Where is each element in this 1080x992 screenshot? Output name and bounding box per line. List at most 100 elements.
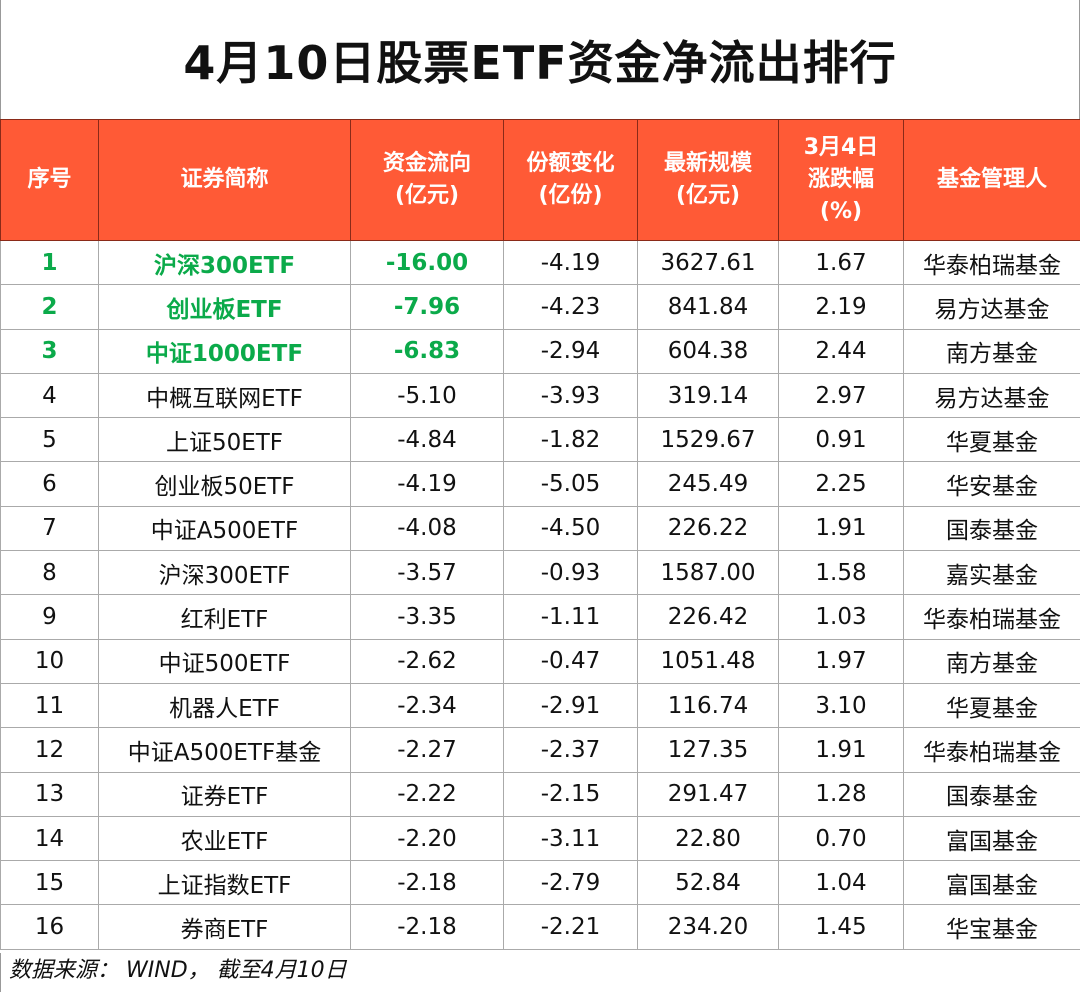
cell-flow: -2.18 bbox=[350, 860, 504, 906]
cell-share-change: -2.91 bbox=[503, 682, 638, 729]
table-row: 12 中证A500ETF基金 -2.27 -2.37 127.35 1.91 华泰柏瑞基金 bbox=[0, 727, 1080, 773]
cell-change-pct: 1.97 bbox=[778, 638, 904, 684]
cell-share-change: -4.50 bbox=[503, 505, 638, 552]
cell-scale: 226.22 bbox=[637, 505, 779, 552]
cell-share-change: -2.21 bbox=[503, 904, 638, 950]
column-header-line: 序号 bbox=[27, 167, 72, 193]
cell-rank: 8 bbox=[0, 550, 99, 596]
cell-manager: 南方基金 bbox=[903, 638, 1080, 684]
cell-change-pct: 1.67 bbox=[778, 239, 904, 286]
cell-manager: 富国基金 bbox=[903, 815, 1080, 862]
cell-scale: 226.42 bbox=[637, 594, 779, 640]
cell-name: 证券ETF bbox=[98, 771, 351, 817]
cell-scale: 1529.67 bbox=[637, 417, 779, 463]
cell-change-pct: 0.70 bbox=[778, 815, 904, 862]
table-row: 6 创业板50ETF -4.19 -5.05 245.49 2.25 华安基金 bbox=[0, 461, 1080, 507]
cell-rank: 6 bbox=[0, 461, 99, 507]
cell-share-change: -4.23 bbox=[503, 284, 638, 330]
cell-share-change: -0.47 bbox=[503, 638, 638, 684]
cell-flow: -5.10 bbox=[350, 372, 504, 419]
cell-flow: -4.08 bbox=[350, 505, 504, 552]
cell-name: 机器人ETF bbox=[98, 682, 351, 729]
column-header-line: 证券简称 bbox=[180, 167, 269, 193]
cell-manager: 嘉实基金 bbox=[903, 550, 1080, 596]
cell-manager: 华泰柏瑞基金 bbox=[903, 727, 1080, 773]
cell-name: 上证50ETF bbox=[98, 417, 351, 463]
cell-rank: 16 bbox=[0, 904, 99, 950]
column-header-line: (亿元) bbox=[394, 183, 460, 208]
cell-share-change: -4.19 bbox=[503, 239, 638, 286]
cell-change-pct: 1.04 bbox=[778, 860, 904, 906]
column-header-share-change: 份额变化 (亿份) bbox=[503, 119, 638, 241]
cell-scale: 3627.61 bbox=[637, 239, 779, 286]
table-row: 7 中证A500ETF -4.08 -4.50 226.22 1.91 国泰基金 bbox=[0, 505, 1080, 552]
cell-share-change: -1.82 bbox=[503, 417, 638, 463]
table-row: 1 沪深300ETF -16.00 -4.19 3627.61 1.67 华泰柏瑞基金 bbox=[0, 239, 1080, 286]
cell-flow: -2.34 bbox=[350, 682, 504, 729]
cell-rank: 3 bbox=[0, 328, 99, 374]
cell-flow: -4.19 bbox=[350, 461, 504, 507]
cell-change-pct: 1.91 bbox=[778, 505, 904, 552]
cell-rank: 14 bbox=[0, 815, 99, 862]
cell-manager: 华泰柏瑞基金 bbox=[903, 239, 1080, 286]
cell-manager: 华宝基金 bbox=[903, 904, 1080, 950]
cell-name: 农业ETF bbox=[98, 815, 351, 862]
table-row: 5 上证50ETF -4.84 -1.82 1529.67 0.91 华夏基金 bbox=[0, 417, 1080, 463]
table-row: 14 农业ETF -2.20 -3.11 22.80 0.70 富国基金 bbox=[0, 815, 1080, 862]
column-header-flow: 资金流向 (亿元) bbox=[350, 119, 504, 241]
source-note: 数据来源： WIND， 截至4月10日 bbox=[0, 953, 1080, 992]
column-header-line: (亿元) bbox=[675, 183, 741, 208]
column-header-line: 基金管理人 bbox=[936, 167, 1047, 193]
cell-name: 创业板50ETF bbox=[98, 461, 351, 507]
table-row: 2 创业板ETF -7.96 -4.23 841.84 2.19 易方达基金 bbox=[0, 284, 1080, 330]
cell-scale: 291.47 bbox=[637, 771, 779, 817]
cell-manager: 华夏基金 bbox=[903, 417, 1080, 463]
cell-scale: 52.84 bbox=[637, 860, 779, 906]
cell-manager: 华夏基金 bbox=[903, 682, 1080, 729]
cell-scale: 245.49 bbox=[637, 461, 779, 507]
cell-flow: -3.57 bbox=[350, 550, 504, 596]
cell-name: 红利ETF bbox=[98, 594, 351, 640]
cell-manager: 易方达基金 bbox=[903, 372, 1080, 419]
cell-rank: 13 bbox=[0, 771, 99, 817]
cell-manager: 易方达基金 bbox=[903, 284, 1080, 330]
cell-share-change: -3.11 bbox=[503, 815, 638, 862]
table-row: 4 中概互联网ETF -5.10 -3.93 319.14 2.97 易方达基金 bbox=[0, 372, 1080, 419]
column-header-line: 涨跌幅 bbox=[807, 167, 874, 193]
cell-rank: 4 bbox=[0, 372, 99, 419]
cell-scale: 127.35 bbox=[637, 727, 779, 773]
cell-share-change: -2.37 bbox=[503, 727, 638, 773]
cell-rank: 10 bbox=[0, 638, 99, 684]
cell-change-pct: 2.25 bbox=[778, 461, 904, 507]
cell-name: 创业板ETF bbox=[98, 284, 351, 330]
cell-change-pct: 2.19 bbox=[778, 284, 904, 330]
column-header-line: 资金流向 bbox=[382, 151, 471, 177]
cell-change-pct: 2.44 bbox=[778, 328, 904, 374]
cell-name: 上证指数ETF bbox=[98, 860, 351, 906]
column-header-line: 3月4日 bbox=[803, 135, 879, 161]
cell-manager: 富国基金 bbox=[903, 860, 1080, 906]
cell-manager: 国泰基金 bbox=[903, 771, 1080, 817]
table-row: 15 上证指数ETF -2.18 -2.79 52.84 1.04 富国基金 bbox=[0, 860, 1080, 906]
cell-rank: 5 bbox=[0, 417, 99, 463]
cell-scale: 22.80 bbox=[637, 815, 779, 862]
cell-scale: 116.74 bbox=[637, 682, 779, 729]
cell-change-pct: 1.91 bbox=[778, 727, 904, 773]
cell-rank: 1 bbox=[0, 239, 99, 286]
cell-flow: -16.00 bbox=[350, 239, 504, 286]
column-header-change-pct: 3月4日 涨跌幅 (%) bbox=[778, 119, 904, 241]
cell-share-change: -5.05 bbox=[503, 461, 638, 507]
table-row: 3 中证1000ETF -6.83 -2.94 604.38 2.44 南方基金 bbox=[0, 328, 1080, 374]
cell-flow: -2.20 bbox=[350, 815, 504, 862]
cell-scale: 841.84 bbox=[637, 284, 779, 330]
cell-rank: 7 bbox=[0, 505, 99, 552]
cell-change-pct: 3.10 bbox=[778, 682, 904, 729]
cell-scale: 1587.00 bbox=[637, 550, 779, 596]
table-row: 9 红利ETF -3.35 -1.11 226.42 1.03 华泰柏瑞基金 bbox=[0, 594, 1080, 640]
table-row: 11 机器人ETF -2.34 -2.91 116.74 3.10 华夏基金 bbox=[0, 682, 1080, 729]
cell-rank: 15 bbox=[0, 860, 99, 906]
cell-share-change: -0.93 bbox=[503, 550, 638, 596]
table-row: 16 券商ETF -2.18 -2.21 234.20 1.45 华宝基金 bbox=[0, 904, 1080, 950]
cell-flow: -2.27 bbox=[350, 727, 504, 773]
cell-change-pct: 1.45 bbox=[778, 904, 904, 950]
